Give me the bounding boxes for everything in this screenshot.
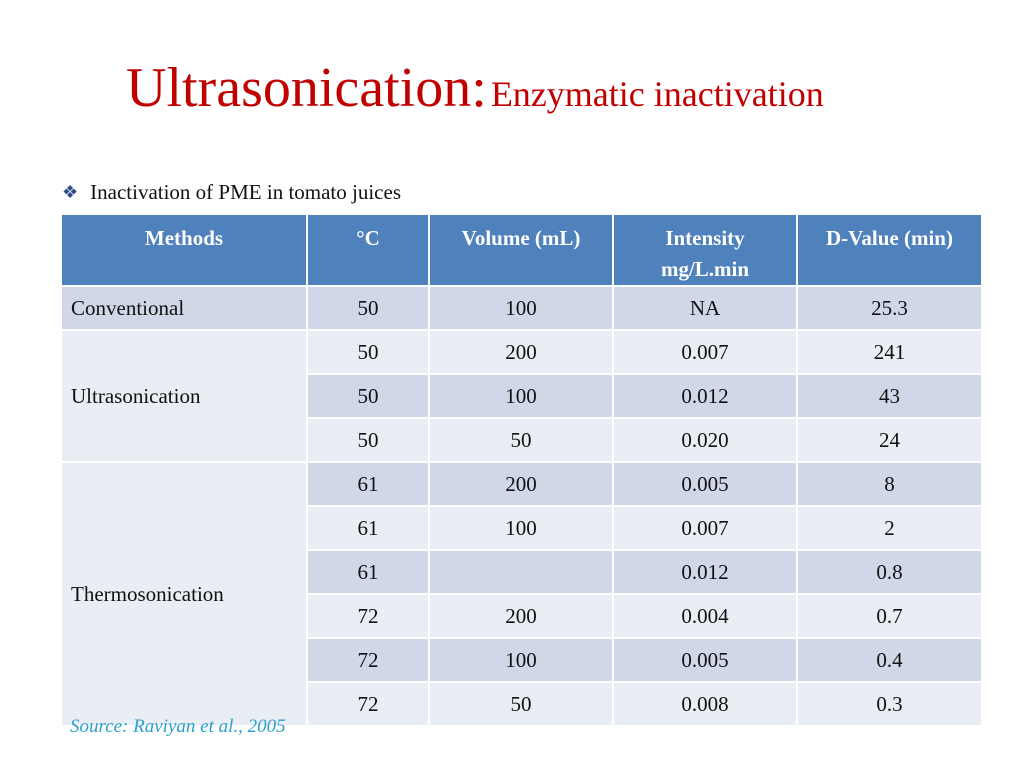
cell-temp: 61 — [306, 505, 430, 551]
slide-title-main: Ultrasonication: — [126, 57, 487, 119]
header-temp: °C — [306, 213, 430, 287]
cell-volume: 50 — [428, 681, 614, 727]
bullet-line: ❖ Inactivation of PME in tomato juices — [62, 180, 401, 205]
header-intensity-line1: Intensity — [665, 226, 745, 250]
slide-title-sub: Enzymatic inactivation — [490, 74, 824, 114]
cell-intensity: 0.012 — [612, 549, 798, 595]
cell-temp: 50 — [306, 373, 430, 419]
cell-volume: 100 — [428, 505, 614, 551]
table-row: Conventional 50 100 NA 25.3 — [60, 285, 983, 331]
cell-temp: 72 — [306, 681, 430, 727]
cell-volume: 50 — [428, 417, 614, 463]
cell-dvalue: 43 — [796, 373, 983, 419]
cell-temp: 72 — [306, 637, 430, 683]
cell-intensity: 0.004 — [612, 593, 798, 639]
cell-dvalue: 2 — [796, 505, 983, 551]
cell-intensity: 0.020 — [612, 417, 798, 463]
bullet-text: Inactivation of PME in tomato juices — [90, 180, 401, 204]
cell-intensity: NA — [612, 285, 798, 331]
cell-intensity: 0.012 — [612, 373, 798, 419]
cell-temp: 61 — [306, 549, 430, 595]
cell-volume: 100 — [428, 285, 614, 331]
table-row: 50 50 0.020 24 — [61, 417, 983, 463]
method-thermosonication: Thermosonication — [60, 461, 308, 727]
cell-volume: 200 — [428, 593, 614, 639]
header-methods: Methods — [60, 213, 308, 287]
cell-temp: 50 — [306, 329, 430, 375]
table-header-row: Methods °C Volume (mL) Intensity mg/L.mi… — [60, 213, 983, 287]
cell-dvalue: 8 — [796, 461, 983, 507]
cell-temp: 61 — [306, 461, 430, 507]
cell-volume: 200 — [428, 329, 614, 375]
table-row: 61 100 0.007 2 — [61, 505, 983, 551]
cell-dvalue: 0.4 — [796, 637, 983, 683]
source-citation: Source: Raviyan et al., 2005 — [70, 716, 286, 737]
cell-intensity: 0.005 — [612, 637, 798, 683]
cell-temp: 72 — [306, 593, 430, 639]
diamond-bullet-icon: ❖ — [62, 182, 79, 202]
cell-volume: 100 — [428, 373, 614, 419]
header-intensity: Intensity mg/L.min — [612, 213, 798, 287]
table-row: 72 50 0.008 0.3 — [61, 681, 983, 727]
cell-dvalue: 0.3 — [796, 681, 983, 727]
table-row: Thermosonication 61 200 0.005 8 — [60, 461, 983, 727]
cell-volume: 100 — [428, 637, 614, 683]
table-row: 72 100 0.005 0.4 — [61, 637, 983, 683]
header-dvalue: D-Value (min) — [796, 213, 983, 287]
cell-dvalue: 241 — [796, 329, 983, 375]
cell-intensity: 0.007 — [612, 505, 798, 551]
header-intensity-line2: mg/L.min — [660, 257, 750, 281]
cell-temp: 50 — [306, 417, 430, 463]
cell-dvalue: 25.3 — [796, 285, 983, 331]
table-row: 61 0.012 0.8 — [61, 549, 983, 595]
pme-inactivation-table: Methods °C Volume (mL) Intensity mg/L.mi… — [60, 213, 983, 727]
cell-volume: 200 — [428, 461, 614, 507]
table-row: Ultrasonication 50 200 0.007 241 — [60, 329, 983, 463]
cell-intensity: 0.005 — [612, 461, 798, 507]
table-row: 50 100 0.012 43 — [61, 373, 983, 419]
cell-dvalue: 24 — [796, 417, 983, 463]
cell-temp: 50 — [306, 285, 430, 331]
slide-title: Ultrasonication: Enzymatic inactivation — [126, 60, 824, 116]
cell-intensity: 0.008 — [612, 681, 798, 727]
cell-intensity: 0.007 — [612, 329, 798, 375]
cell-volume — [428, 549, 614, 595]
table-row: 72 200 0.004 0.7 — [61, 593, 983, 639]
cell-dvalue: 0.7 — [796, 593, 983, 639]
cell-dvalue: 0.8 — [796, 549, 983, 595]
method-conventional: Conventional — [60, 285, 308, 331]
header-volume: Volume (mL) — [428, 213, 614, 287]
method-ultrasonication: Ultrasonication — [60, 329, 308, 463]
